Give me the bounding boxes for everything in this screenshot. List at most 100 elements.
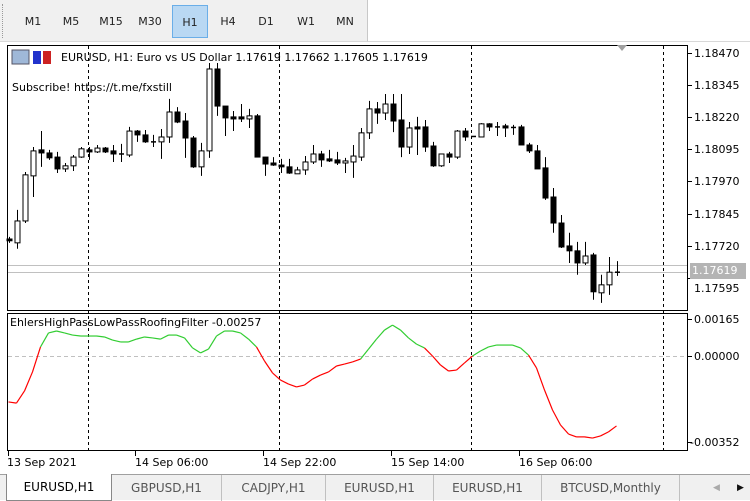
price-tick: 1.17970 — [694, 175, 740, 188]
indicator-segment — [432, 355, 441, 366]
candle-bull — [350, 155, 357, 163]
candle-bear — [558, 222, 565, 248]
chart-title: EURUSD, H1: Euro vs US Dollar 1.17619 1.… — [61, 51, 428, 64]
tab-btcusd-monthly[interactable]: BTCUSD,Monthly — [542, 475, 680, 501]
candle-bear — [190, 137, 197, 168]
timeframe-m5-button[interactable]: M5 — [62, 15, 80, 28]
candle-bear — [334, 159, 341, 164]
indicator-segment — [248, 338, 257, 348]
candle-bear — [38, 149, 45, 154]
price-tick: 1.17720 — [694, 240, 740, 253]
candle-bear — [134, 130, 141, 136]
scroll-right-icon[interactable]: ▶ — [737, 483, 744, 493]
time-tick: 14 Sep 22:00 — [263, 456, 337, 469]
price-tick: 1.18095 — [694, 143, 740, 156]
candle-bear — [398, 119, 405, 148]
scroll-left-icon[interactable]: ◀ — [713, 483, 720, 493]
tab-eurusd-h1-3[interactable]: EURUSD,H1 — [434, 475, 542, 501]
tab-eurusd-h1[interactable]: EURUSD,H1 — [6, 474, 112, 501]
indicator-segment — [232, 330, 241, 334]
time-tick: 13 Sep 2021 — [7, 456, 77, 469]
chart-canvas[interactable] — [0, 0, 750, 474]
candle-bull — [246, 115, 253, 120]
indicator-tick: 0.00165 — [694, 313, 740, 326]
indicator-segment — [448, 369, 457, 372]
candle-bull — [310, 153, 317, 163]
candle-bear — [414, 126, 421, 130]
candle-bull — [358, 132, 365, 158]
indicator-segment — [240, 332, 249, 340]
candle-bull — [606, 271, 613, 286]
indicator-segment — [8, 401, 17, 404]
indicator-pane — [7, 313, 688, 451]
indicator-segment — [39, 332, 50, 348]
candle-bull — [158, 136, 165, 143]
candle-bear — [430, 145, 437, 167]
candle-bear — [502, 125, 509, 129]
price-tick: 1.18220 — [694, 111, 740, 124]
indicator-segment — [320, 371, 329, 376]
indicator-segment — [112, 339, 121, 343]
indicator-segment — [160, 334, 169, 340]
indicator-segment — [584, 436, 593, 439]
indicator-segment — [376, 329, 385, 340]
candle-bear — [390, 103, 397, 122]
indicator-segment — [512, 344, 521, 349]
candle-bear — [374, 108, 381, 114]
candle-bull — [438, 153, 445, 167]
indicator-segment — [400, 329, 409, 339]
timeframe-h4-button[interactable]: H4 — [220, 15, 236, 28]
tab-gbpusd-h1[interactable]: GBPUSD,H1 — [112, 475, 222, 501]
candle-bear — [462, 130, 469, 138]
price-tick: 1.17845 — [694, 208, 740, 221]
indicator-segment — [456, 362, 465, 371]
toolbar-grip[interactable] — [2, 4, 5, 38]
timeframe-m1-button[interactable]: M1 — [24, 15, 42, 28]
candle-bear — [318, 153, 325, 161]
timeframe-mn-button[interactable]: MN — [336, 15, 354, 28]
candle-bear — [270, 162, 277, 166]
current-price-label: 1.17619 — [690, 263, 746, 279]
toolbar-empty-area — [368, 0, 750, 42]
timeframe-h1-button[interactable]: H1 — [172, 5, 208, 38]
indicator-segment — [560, 424, 569, 435]
candle-bear — [574, 250, 581, 264]
tab-cadjpy-h1[interactable]: CADJPY,H1 — [222, 475, 326, 501]
candle-bear — [254, 115, 261, 158]
indicator-segment — [488, 344, 497, 348]
chart-tabs: EURUSD,H1 GBPUSD,H1 CADJPY,H1 EURUSD,H1 … — [0, 474, 750, 501]
candle-bull — [78, 148, 85, 158]
indicator-segment — [328, 365, 337, 373]
indicator-segment — [392, 324, 401, 331]
price-tick: 1.18345 — [694, 79, 740, 92]
timeframe-m30-button[interactable]: M30 — [138, 15, 162, 28]
tab-eurusd-h1-2[interactable]: EURUSD,H1 — [326, 475, 434, 501]
candle-bull — [382, 103, 389, 114]
timeframe-d1-button[interactable]: D1 — [258, 15, 274, 28]
indicator-segment — [352, 358, 361, 363]
indicator-segment — [527, 354, 538, 369]
indicator-segment — [128, 338, 137, 343]
candle-bear — [102, 147, 109, 153]
indicator-segment — [264, 360, 273, 374]
candle-bear — [110, 150, 117, 155]
candle-bull — [30, 150, 37, 177]
candle-bull — [406, 127, 413, 148]
indicator-segment — [23, 371, 34, 392]
indicator-segment — [216, 330, 225, 337]
indicator-segment — [280, 379, 289, 385]
chart-shift-marker-icon — [617, 45, 627, 51]
candle-bear — [262, 156, 269, 165]
timeframe-m15-button[interactable]: M15 — [99, 15, 123, 28]
candle-bear — [278, 164, 285, 168]
indicator-segment — [64, 332, 73, 336]
chart-comment: Subscribe! https://t.me/fxstill — [12, 81, 172, 94]
candle-bear — [230, 116, 237, 120]
timeframe-w1-button[interactable]: W1 — [297, 15, 315, 28]
indicator-segment — [272, 372, 281, 381]
candle-bull — [166, 111, 173, 138]
indicator-segment — [360, 348, 369, 360]
indicator-segment — [56, 330, 65, 334]
candle-bull — [478, 123, 485, 138]
indicator-segment — [104, 336, 113, 341]
